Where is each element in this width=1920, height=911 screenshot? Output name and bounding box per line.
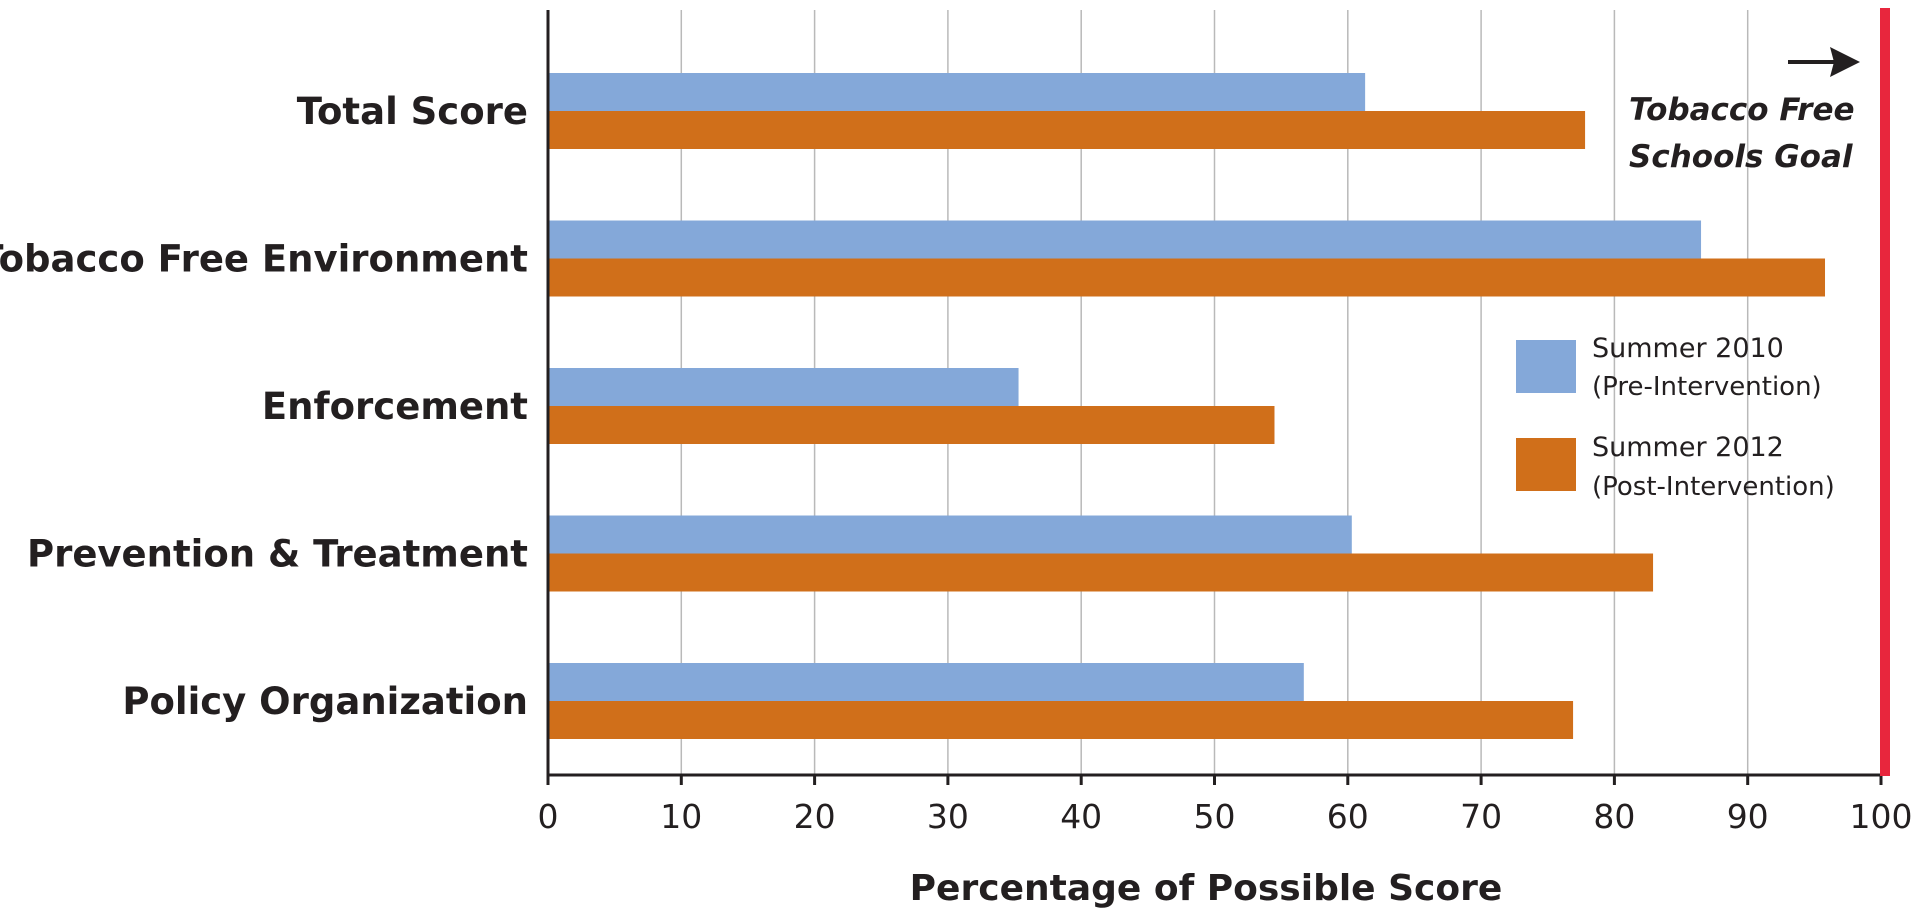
x-tick-label-30: 30 xyxy=(927,797,969,836)
bar-enforcement-summer-2012 xyxy=(548,406,1275,444)
bar-tobacco-free-environment-summer-2012 xyxy=(548,258,1826,297)
legend-label-summer-2012: Summer 2012 xyxy=(1592,432,1784,463)
x-tick-label-10: 10 xyxy=(660,797,702,836)
bar-tobacco-free-environment-summer-2010 xyxy=(548,220,1702,259)
goal-label-line2: Schools Goal xyxy=(1629,139,1853,175)
x-tick-label-90: 90 xyxy=(1727,797,1769,836)
category-label-policy-organization: Policy Organization xyxy=(122,680,528,723)
x-tick-label-100: 100 xyxy=(1850,797,1913,836)
x-tick-label-50: 50 xyxy=(1194,797,1236,836)
goal-line xyxy=(1880,8,1890,776)
legend-sublabel-summer-2012: (Post-Intervention) xyxy=(1592,472,1835,502)
bar-prevention-and-treatment-summer-2010 xyxy=(548,515,1352,554)
legend-swatch-summer-2012 xyxy=(1516,438,1576,491)
category-labels: Total Score Tobacco Free Environment Enfor… xyxy=(0,90,528,723)
x-tick-label-80: 80 xyxy=(1593,797,1635,836)
arrow-right-icon xyxy=(1788,47,1860,77)
bar-enforcement-summer-2010 xyxy=(548,368,1019,406)
x-tick-label-60: 60 xyxy=(1327,797,1369,836)
bar-total-score-summer-2010 xyxy=(548,73,1366,111)
bar-policy-organization-summer-2010 xyxy=(548,663,1304,701)
category-label-total-score: Total Score xyxy=(297,90,528,133)
category-label-prevention-and-treatment: Prevention & Treatment xyxy=(27,533,528,576)
x-tick-label-0: 0 xyxy=(538,797,559,836)
x-axis-title: Percentage of Possible Score xyxy=(910,868,1503,909)
x-tick-label-20: 20 xyxy=(794,797,836,836)
category-label-enforcement: Enforcement xyxy=(262,385,528,428)
bar-policy-organization-summer-2012 xyxy=(548,701,1574,739)
goal-label-line1: Tobacco Free xyxy=(1629,92,1855,128)
bar-total-score-summer-2012 xyxy=(548,111,1586,149)
legend: Summer 2010 (Pre-Intervention) Summer 20… xyxy=(1516,333,1835,502)
bar-prevention-and-treatment-summer-2012 xyxy=(548,553,1654,592)
legend-label-summer-2010: Summer 2010 xyxy=(1592,333,1784,364)
goal-annotation: Tobacco Free Schools Goal xyxy=(1629,8,1890,776)
x-tick-label-70: 70 xyxy=(1460,797,1502,836)
category-label-tobacco-free-environment: Tobacco Free Environment xyxy=(0,238,528,281)
legend-sublabel-summer-2010: (Pre-Intervention) xyxy=(1592,372,1822,402)
legend-swatch-summer-2010 xyxy=(1516,340,1576,393)
x-ticks: 0 10 20 30 40 50 60 70 80 90 100 xyxy=(538,775,1913,836)
bars xyxy=(548,73,1826,739)
x-tick-label-40: 40 xyxy=(1060,797,1102,836)
